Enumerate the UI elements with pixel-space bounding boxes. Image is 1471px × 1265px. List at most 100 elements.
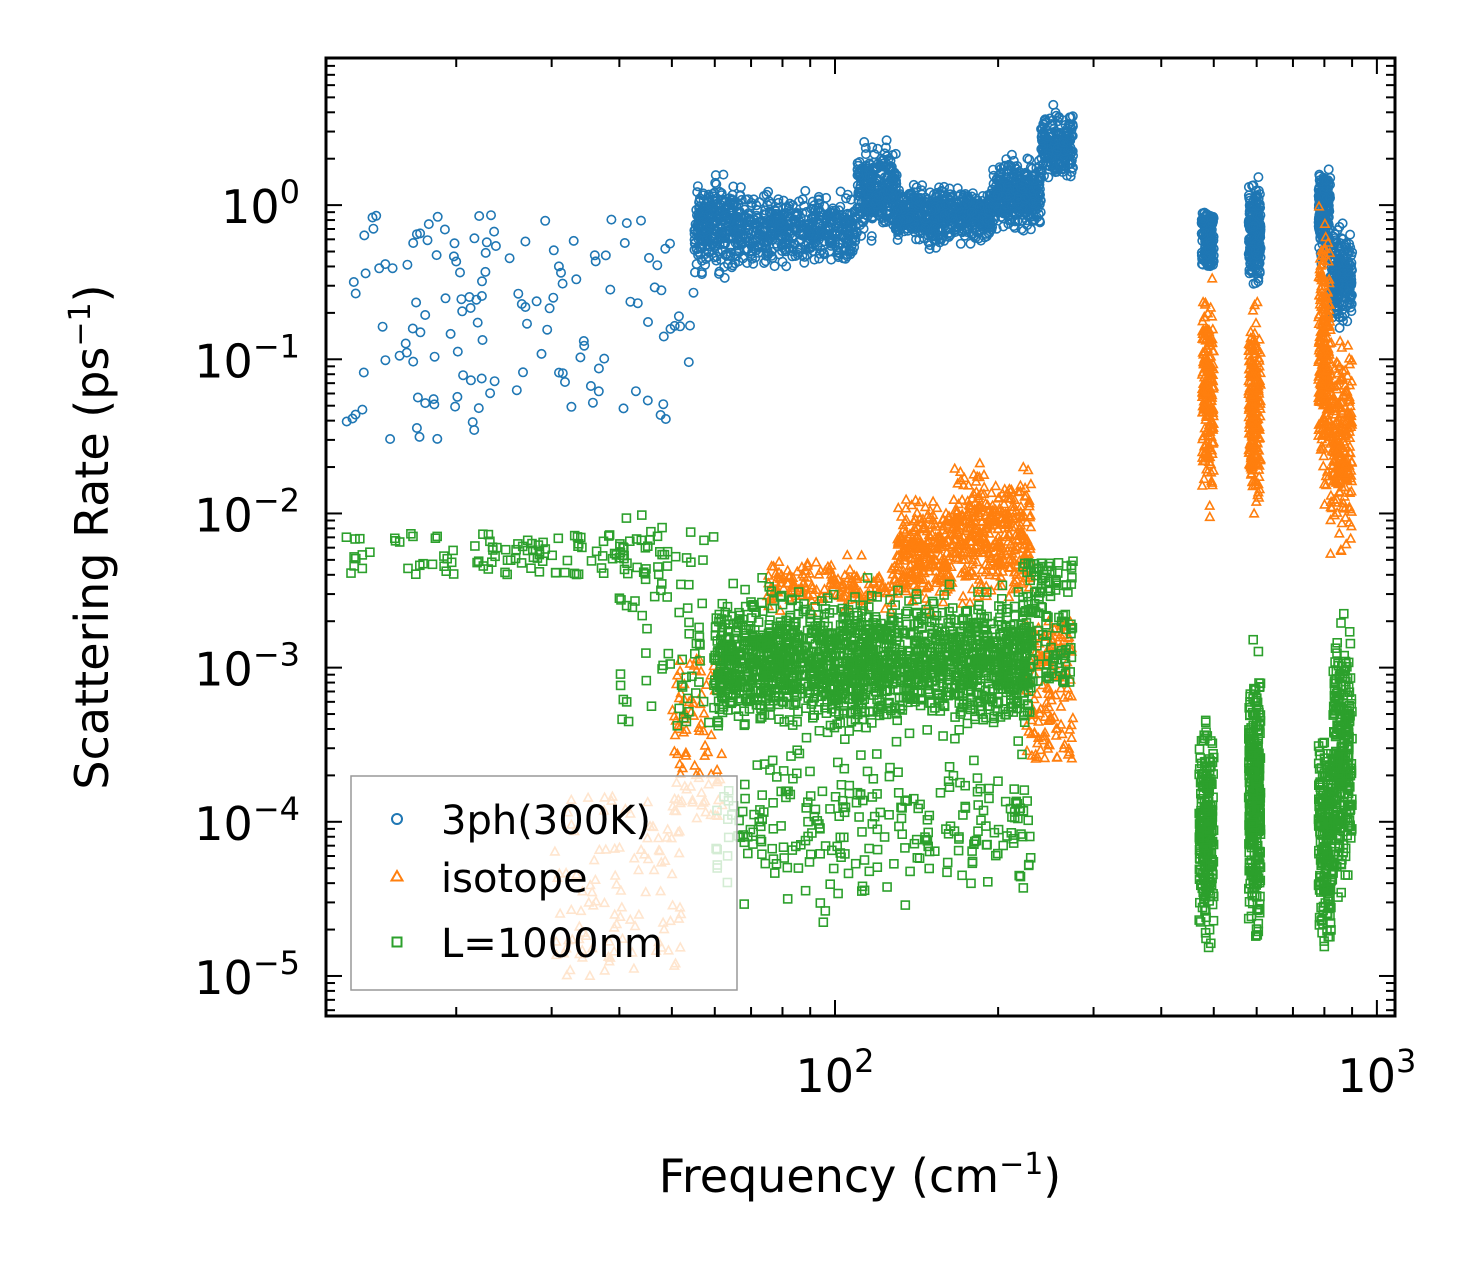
point-circle — [781, 261, 792, 272]
point-circle — [683, 357, 694, 368]
point-circle — [892, 235, 903, 246]
point-circle — [974, 201, 985, 212]
point-circle — [1006, 171, 1017, 182]
point-circle — [420, 398, 431, 409]
point-circle — [605, 284, 616, 295]
point-circle — [731, 201, 742, 212]
point-circle — [559, 376, 570, 387]
point-circle — [341, 416, 352, 427]
point-circle — [909, 222, 920, 233]
point-circle — [1010, 216, 1021, 227]
point-circle — [870, 203, 881, 214]
point-circle — [521, 318, 532, 329]
point-circle — [422, 235, 433, 246]
point-circle — [481, 237, 492, 248]
point-circle — [892, 205, 903, 216]
point-circle — [971, 213, 982, 224]
point-circle — [706, 218, 717, 229]
point-circle — [843, 218, 854, 229]
point-circle — [415, 327, 426, 338]
point-circle — [928, 189, 939, 200]
point-circle — [824, 211, 835, 222]
point-circle — [992, 202, 1003, 213]
point-circle — [1011, 173, 1022, 184]
point-circle — [480, 266, 491, 277]
point-circle — [858, 217, 869, 228]
point-circle — [642, 395, 653, 406]
point-circle — [746, 215, 757, 226]
point-circle — [743, 209, 754, 220]
point-circle — [952, 222, 963, 233]
point-circle — [961, 227, 972, 238]
point-circle — [757, 225, 768, 236]
point-circle — [940, 200, 951, 211]
point-circle — [568, 235, 579, 246]
point-circle — [485, 210, 496, 221]
point-circle — [911, 182, 922, 193]
point-circle — [536, 348, 547, 359]
point-circle — [485, 388, 496, 399]
point-circle — [765, 198, 776, 209]
point-circle — [490, 241, 501, 252]
point-circle — [557, 368, 568, 379]
point-circle — [449, 238, 460, 249]
point-circle — [411, 422, 422, 433]
point-circle — [693, 234, 704, 245]
point-circle — [832, 245, 843, 256]
point-circle — [566, 401, 577, 412]
point-circle — [791, 209, 802, 220]
point-circle — [658, 331, 669, 342]
point-circle — [1033, 209, 1044, 220]
point-circle — [587, 397, 598, 408]
point-circle — [408, 238, 419, 249]
point-circle — [859, 137, 870, 148]
point-circle — [606, 214, 617, 225]
point-circle — [465, 375, 476, 386]
point-circle — [757, 242, 768, 253]
point-circle — [833, 205, 844, 216]
point-circle — [840, 253, 851, 264]
point-circle — [675, 321, 686, 332]
point-circle — [813, 203, 824, 214]
point-circle — [1008, 221, 1019, 232]
point-circle — [1005, 161, 1016, 172]
point-circle — [866, 231, 877, 242]
point-circle — [575, 352, 586, 363]
point-circle — [1013, 207, 1024, 218]
point-circle — [701, 254, 712, 265]
point-circle — [1034, 189, 1045, 200]
point-circle — [818, 248, 829, 259]
point-circle — [955, 189, 966, 200]
point-circle — [776, 246, 787, 257]
point-circle — [578, 335, 589, 346]
point-circle — [400, 338, 411, 349]
point-circle — [776, 219, 787, 230]
point-circle — [991, 175, 1002, 186]
point-circle — [1006, 149, 1017, 160]
point-circle — [1028, 196, 1039, 207]
point-circle — [845, 194, 856, 205]
point-circle — [917, 180, 928, 191]
point-circle — [516, 298, 527, 309]
point-circle — [394, 350, 405, 361]
point-circle — [817, 210, 828, 221]
point-circle — [593, 386, 604, 397]
point-circle — [600, 250, 611, 261]
point-circle — [1018, 183, 1029, 194]
point-circle — [812, 240, 823, 251]
point-circle — [880, 217, 891, 228]
point-circle — [892, 218, 903, 229]
point-circle — [911, 211, 922, 222]
point-circle — [1025, 224, 1036, 235]
point-circle — [939, 181, 950, 192]
data-points — [341, 99, 1358, 981]
point-circle — [809, 254, 820, 265]
point-circle — [385, 433, 396, 444]
point-circle — [920, 200, 931, 211]
point-circle — [621, 218, 632, 229]
point-circle — [440, 293, 451, 304]
point-circle — [828, 208, 839, 219]
point-circle — [760, 205, 771, 216]
point-circle — [414, 431, 425, 442]
point-circle — [347, 413, 358, 424]
